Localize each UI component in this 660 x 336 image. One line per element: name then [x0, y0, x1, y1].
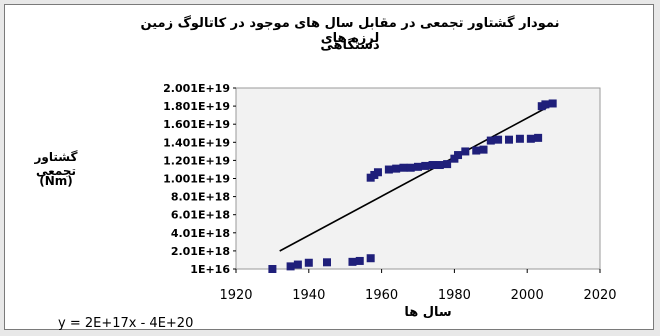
data-point: [534, 133, 543, 142]
y-axis-unit: (Nm): [39, 174, 73, 188]
data-point: [384, 165, 393, 174]
data-point: [293, 260, 302, 269]
y-axis-label: گشتاور تجمعی: [34, 150, 78, 178]
x-tick-label: 2020: [583, 288, 616, 303]
y-tick-label: 2.01E+18: [171, 245, 230, 258]
data-point: [526, 134, 535, 143]
data-point: [472, 146, 481, 155]
data-point: [479, 145, 488, 154]
y-tick-label: 6.01E+18: [171, 209, 230, 222]
x-tick-label: 1980: [438, 288, 471, 303]
y-tick-label: 1E+16: [190, 263, 230, 276]
data-point: [505, 135, 513, 144]
data-point: [304, 258, 313, 267]
x-tick-label: 2000: [511, 288, 544, 303]
y-tick-label: 4.01E+18: [171, 227, 230, 240]
chart-title-line-1: نمودار گشتاور تجمعی در مقابل سال های موج…: [140, 16, 560, 46]
data-point: [406, 163, 415, 172]
data-point: [414, 162, 422, 171]
data-point: [494, 135, 503, 144]
trendline: [279, 103, 554, 252]
trendline-equation: y = 2E+17x - 4E+20: [58, 316, 194, 331]
x-tick-label: 1920: [219, 288, 252, 303]
x-axis-ticks: 1920 1940 1960 1980 2000 2020: [219, 269, 617, 303]
data-point: [454, 151, 463, 160]
data-point: [323, 258, 331, 267]
data-point: [461, 147, 470, 156]
y-tick-label: 8.01E+18: [171, 191, 230, 204]
data-point: [286, 262, 295, 271]
y-tick-label: 1.801E+19: [163, 100, 230, 113]
data-point: [421, 161, 430, 170]
y-tick-label: 2.001E+19: [163, 82, 230, 95]
y-axis-ticks: 2.001E+19 1.801E+19 1.601E+19 1.401E+19 1.20…: [163, 82, 236, 276]
data-point: [428, 161, 437, 170]
x-axis-label: سال ها: [404, 305, 452, 320]
data-point: [373, 168, 382, 177]
data-point: [399, 163, 408, 172]
data-point: [366, 254, 375, 263]
data-point: [435, 161, 444, 170]
data-point: [548, 99, 557, 108]
data-point: [515, 134, 524, 143]
y-tick-label: 1.201E+19: [163, 154, 230, 167]
data-point: [392, 164, 401, 173]
data-points: [268, 99, 557, 273]
data-point: [355, 256, 364, 265]
data-point: [443, 160, 452, 169]
chart-title-line-2: دستگاهی: [320, 38, 380, 53]
data-point: [486, 136, 495, 145]
y-tick-label: 1.001E+19: [163, 173, 230, 186]
data-point: [541, 100, 550, 109]
data-point: [348, 257, 357, 266]
y-tick-label: 1.401E+19: [163, 136, 230, 149]
x-tick-label: 1960: [365, 288, 398, 303]
x-tick-label: 1940: [292, 288, 325, 303]
plot-area: [235, 87, 601, 270]
y-tick-label: 1.601E+19: [163, 118, 230, 131]
data-point: [268, 265, 277, 273]
